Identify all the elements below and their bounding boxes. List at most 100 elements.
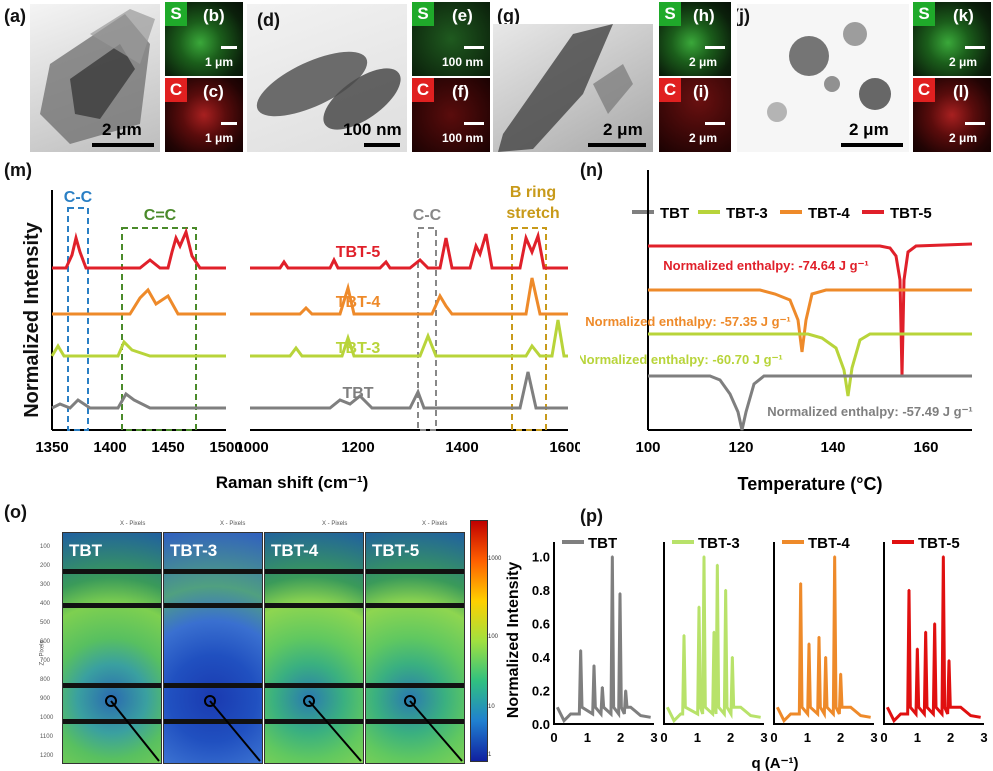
- q-xtick: 2: [837, 730, 844, 745]
- detector-gap: [265, 719, 363, 724]
- dsc-legend: TBT TBT-3 TBT-4 TBT-5: [632, 205, 932, 222]
- band-label-cc-right: C-C: [413, 207, 442, 224]
- q-xlabel: q (A⁻¹): [751, 755, 798, 771]
- colorbar-tick: 100: [488, 634, 499, 640]
- raman-right-tick: 1000: [235, 439, 268, 456]
- q-xtick: 2: [947, 730, 954, 745]
- detector-title: TBT-5: [372, 541, 420, 560]
- detector-gap: [265, 603, 363, 608]
- panel-label-l: (l): [953, 82, 970, 101]
- dsc-annotation: Normalized enthalpy: -74.64 J g⁻¹: [663, 258, 869, 273]
- q-peak-point: [611, 555, 614, 558]
- panel-label-j: (j): [737, 6, 750, 26]
- eds-map-i: C (i) 2 μm: [659, 78, 731, 152]
- detector-z-tick: 500: [40, 620, 51, 626]
- q-peak-point: [808, 642, 810, 645]
- scale-bar-d: [364, 143, 400, 147]
- q-xtick: 0: [880, 730, 887, 745]
- q-axes: [773, 542, 874, 725]
- dsc-chart: TBT TBT-3 TBT-4 TBT-5 100 120 140 160 Te…: [580, 170, 973, 494]
- q-peak-point: [824, 655, 827, 658]
- panel-label-a: (a): [4, 6, 26, 26]
- q-peak-point: [724, 588, 727, 591]
- dsc-curve-tbt3: [648, 332, 972, 397]
- raman-left-tick: 1450: [151, 439, 184, 456]
- beamstop-icon: [404, 695, 463, 762]
- scale-label-c: 1 μm: [205, 131, 234, 145]
- q-peak-point: [683, 634, 685, 637]
- q-xtick: 2: [617, 730, 624, 745]
- detector-z-tick: 1200: [40, 753, 54, 759]
- scale-bar-b: [221, 46, 237, 49]
- scale-bar-e: [464, 46, 484, 49]
- raman-curve-tbt-left: [51, 391, 226, 410]
- q-peak-point: [924, 630, 927, 633]
- q-xtick: 3: [760, 730, 767, 745]
- detector-z-tick: 100: [40, 544, 51, 550]
- element-badge-h: S: [659, 2, 681, 26]
- raman-series-label: TBT: [342, 385, 373, 402]
- detector-title: TBT-3: [170, 541, 218, 560]
- q-peak-point: [619, 592, 621, 595]
- raman-ylabel: Normalized Intensity: [21, 221, 43, 417]
- raman-left-tick: 1500: [209, 439, 242, 456]
- q-xtick: 1: [914, 730, 921, 745]
- q-yticks: 0.0 0.2 0.4 0.6 0.8 1.0: [532, 549, 551, 732]
- q-series-line: [775, 556, 871, 724]
- raman-curve-tbt5-left: [52, 227, 226, 270]
- detector-z-tick: 300: [40, 582, 51, 588]
- detector-z-tick: 1000: [40, 715, 54, 721]
- panel-label-g: (g): [497, 6, 520, 26]
- raman-right-tick: 1600: [549, 439, 580, 456]
- q-xtick: 1: [804, 730, 811, 745]
- element-badge-k: S: [913, 2, 935, 26]
- element-badge-f: C: [412, 78, 434, 102]
- q-ytick: 0.0: [532, 717, 550, 732]
- detector-gap: [366, 569, 464, 574]
- dsc-annotation: Normalized enthalpy: -57.35 J g⁻¹: [585, 314, 791, 329]
- raman-curve-tbt4-right: [250, 277, 568, 316]
- scale-bar-j: [841, 143, 903, 147]
- detector-z-tick: 800: [40, 677, 51, 683]
- q-legend-label: TBT-5: [918, 535, 960, 552]
- q-ylabel: Normalized Intensity: [505, 562, 522, 719]
- tem-particles-a: [40, 9, 155, 144]
- element-badge-c: C: [165, 78, 187, 102]
- q-peak-point: [818, 635, 820, 638]
- eds-map-c: C (c) 1 μm: [165, 78, 243, 152]
- detector-gap: [366, 683, 464, 688]
- dsc-tick: 100: [635, 439, 660, 456]
- q-peak-point: [716, 563, 719, 566]
- q-peak-point: [839, 672, 842, 675]
- dsc-curve-tbt: [648, 374, 972, 431]
- detector-gap: [63, 719, 161, 724]
- q-peak-point: [933, 622, 936, 625]
- panel-label-k: (k): [953, 6, 974, 25]
- band-label-stretch: stretch: [506, 205, 559, 222]
- dsc-legend-item: TBT-4: [808, 205, 850, 222]
- tem-image-g: 2 μm: [493, 24, 653, 152]
- scale-label-a: 2 μm: [102, 120, 142, 139]
- band-bring: [511, 227, 547, 431]
- band-cc-left: [67, 207, 89, 431]
- detector-gap: [63, 683, 161, 688]
- q-xtick: 0: [550, 730, 557, 745]
- raman-curve-tbt4-left: [52, 287, 226, 316]
- raman-chart: Normalized Intensity 1350 1400 1450 1500…: [21, 184, 580, 492]
- detector-gap: [164, 569, 262, 574]
- detector-x-title: X - Pixels: [322, 521, 348, 527]
- q-peak-point: [942, 555, 945, 558]
- q-panels: 0 1 2 3 TBT 0 1 2 3 TBT-3 0 1 2 3 TBT-4 0 1 2 3 TBT-5: [550, 535, 987, 745]
- tem-image-a: 2 μm: [30, 4, 160, 152]
- detector-title: TBT-4: [271, 541, 319, 560]
- q-series-line: [885, 556, 981, 724]
- detector-z-tick: 900: [40, 696, 51, 702]
- element-badge-b: S: [165, 2, 187, 26]
- q-peak-point: [703, 555, 705, 558]
- panel-label-p: (p): [580, 506, 603, 526]
- panel-label-b: (b): [203, 6, 225, 25]
- scale-bar-i: [705, 122, 725, 125]
- q-xtick: 3: [650, 730, 657, 745]
- scale-bar-f: [464, 122, 484, 125]
- detector-title: TBT: [69, 541, 103, 560]
